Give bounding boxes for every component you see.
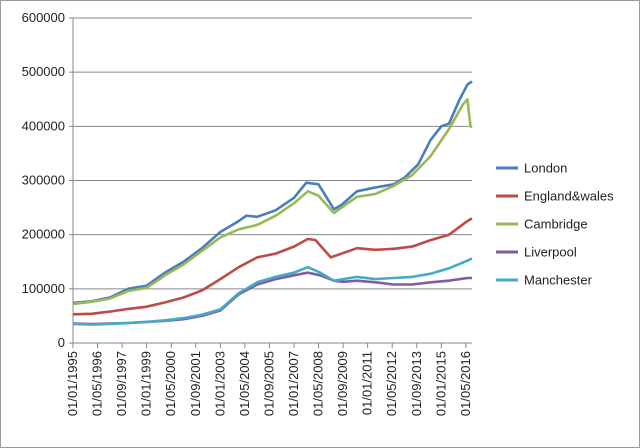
x-axis-ticks: 01/01/1995 01/05/1996 01/09/1997 01/01/1999… <box>65 343 473 416</box>
x-tick-label: 01/09/2005 <box>261 351 276 416</box>
x-tick-label: 01/05/2004 <box>237 351 252 416</box>
y-tick-label: 400000 <box>22 118 65 133</box>
y-tick-label: 300000 <box>22 173 65 188</box>
legend-label: England&wales <box>524 189 614 204</box>
series-line-liverpool <box>72 271 472 326</box>
series-lines <box>72 80 473 326</box>
x-tick-label: 01/01/2007 <box>286 351 301 416</box>
x-tick-label: 01/01/1995 <box>65 351 80 416</box>
x-tick-label: 01/09/2013 <box>409 351 424 416</box>
x-tick-label: 01/05/1996 <box>90 351 105 416</box>
legend-label: London <box>524 161 567 176</box>
y-axis-ticks: 0 100000 200000 300000 400000 500000 600000 <box>22 10 73 350</box>
series-line-london <box>72 80 473 305</box>
grid-lines <box>73 17 472 290</box>
x-tick-label: 01/09/1997 <box>114 351 129 416</box>
legend: London England&wales Cambridge Liverpool Man… <box>496 161 614 288</box>
x-tick-label: 01/09/2001 <box>188 351 203 416</box>
y-tick-label: 500000 <box>22 64 65 79</box>
y-tick-label: 0 <box>58 335 65 350</box>
x-tick-label: 01/09/2009 <box>335 351 350 416</box>
x-tick-label: 01/05/2000 <box>163 351 178 416</box>
y-tick-label: 600000 <box>22 10 65 25</box>
y-tick-label: 200000 <box>22 227 65 242</box>
x-tick-label: 01/01/1999 <box>139 351 154 416</box>
series-line-england-wales <box>72 217 473 316</box>
series-line-manchester <box>72 257 473 326</box>
x-tick-label: 01/05/2016 <box>458 351 473 416</box>
x-tick-label: 01/05/2008 <box>311 351 326 416</box>
x-tick-label: 01/05/2012 <box>384 351 399 416</box>
legend-label: Liverpool <box>524 245 577 260</box>
x-tick-label: 01/01/2015 <box>433 351 448 416</box>
legend-label: Manchester <box>524 273 593 288</box>
x-tick-label: 01/01/2011 <box>360 351 375 415</box>
legend-label: Cambridge <box>524 217 588 232</box>
x-tick-label: 01/01/2003 <box>212 351 227 416</box>
series-line-cambridge <box>72 98 473 306</box>
y-tick-label: 100000 <box>22 281 65 296</box>
